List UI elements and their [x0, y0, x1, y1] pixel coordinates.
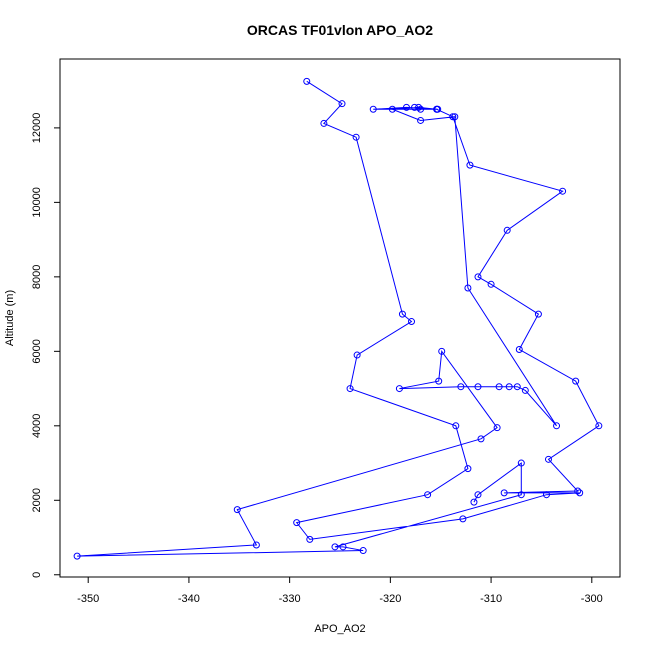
data-point — [503, 226, 511, 234]
axes-layer: -350 -340 -330 -320 -310 -300 0 2000 4000 6000 800… — [31, 58, 621, 605]
data-point — [352, 133, 360, 141]
data-point — [544, 455, 552, 463]
x-tick-label: -300 — [581, 593, 603, 605]
data-point — [459, 515, 467, 523]
data-point — [411, 103, 419, 111]
data-point — [500, 489, 508, 497]
series-line — [77, 80, 600, 557]
data-point — [477, 435, 485, 443]
x-tick-label: -320 — [379, 593, 401, 605]
data-point — [474, 273, 482, 281]
data-point — [574, 487, 582, 495]
data-point — [320, 119, 328, 127]
data-point — [474, 491, 482, 499]
data-point — [438, 347, 446, 355]
data-point — [595, 422, 603, 430]
data-point — [339, 543, 347, 551]
data-point — [303, 77, 311, 85]
data-point — [331, 543, 339, 551]
data-point — [452, 422, 460, 430]
data-point — [408, 318, 416, 326]
data-point — [417, 116, 425, 124]
x-tick-label: -310 — [480, 593, 502, 605]
data-point — [433, 105, 441, 113]
data-point — [487, 280, 495, 288]
data-point — [353, 351, 361, 359]
data-point — [369, 105, 377, 113]
data-point — [388, 105, 396, 113]
y-tick-label: 8000 — [31, 265, 43, 289]
data-point — [495, 383, 503, 391]
data-point — [515, 345, 523, 353]
data-point — [470, 498, 478, 506]
data-point — [513, 383, 521, 391]
data-point — [417, 105, 425, 113]
data-point — [505, 383, 513, 391]
data-point — [464, 284, 472, 292]
x-tick-label: -350 — [77, 593, 99, 605]
y-tick-label: 10000 — [31, 187, 43, 218]
data-point — [402, 103, 410, 111]
data-point — [559, 187, 567, 195]
data-point — [252, 541, 260, 549]
y-tick-label: 12000 — [31, 113, 43, 144]
data-point — [435, 377, 443, 385]
data-point — [521, 386, 529, 394]
data-point — [464, 465, 472, 473]
data-point — [493, 424, 501, 432]
y-tick-label: 6000 — [31, 339, 43, 363]
data-point — [534, 310, 542, 318]
data-point — [457, 383, 465, 391]
data-point — [517, 491, 525, 499]
data-point — [517, 459, 525, 467]
x-axis-label: APO_AO2 — [314, 623, 365, 635]
data-point — [338, 100, 346, 108]
y-tick-label: 0 — [31, 572, 43, 578]
data-point — [474, 383, 482, 391]
data-point — [73, 552, 81, 560]
data-point — [424, 491, 432, 499]
data-point — [576, 489, 584, 497]
data-point — [398, 310, 406, 318]
data-point — [451, 113, 459, 121]
data-point — [395, 385, 403, 393]
chart-title: ORCAS TF01vlon APO_AO2 — [247, 22, 433, 38]
data-point — [233, 506, 241, 514]
x-tick-label: -340 — [178, 593, 200, 605]
x-tick-label: -330 — [279, 593, 301, 605]
y-tick-label: 2000 — [31, 488, 43, 512]
data-point — [572, 377, 580, 385]
plot-layer — [73, 77, 603, 560]
data-point — [293, 519, 301, 527]
y-tick-label: 4000 — [31, 414, 43, 438]
plot-frame — [59, 58, 621, 578]
data-point — [359, 547, 367, 555]
data-point — [542, 491, 550, 499]
data-point — [449, 113, 457, 121]
data-point — [306, 535, 314, 543]
y-axis-label: Altitude (m) — [4, 290, 16, 346]
data-point — [466, 161, 474, 169]
data-point — [553, 422, 561, 430]
data-point — [415, 103, 423, 111]
data-point — [346, 385, 354, 393]
